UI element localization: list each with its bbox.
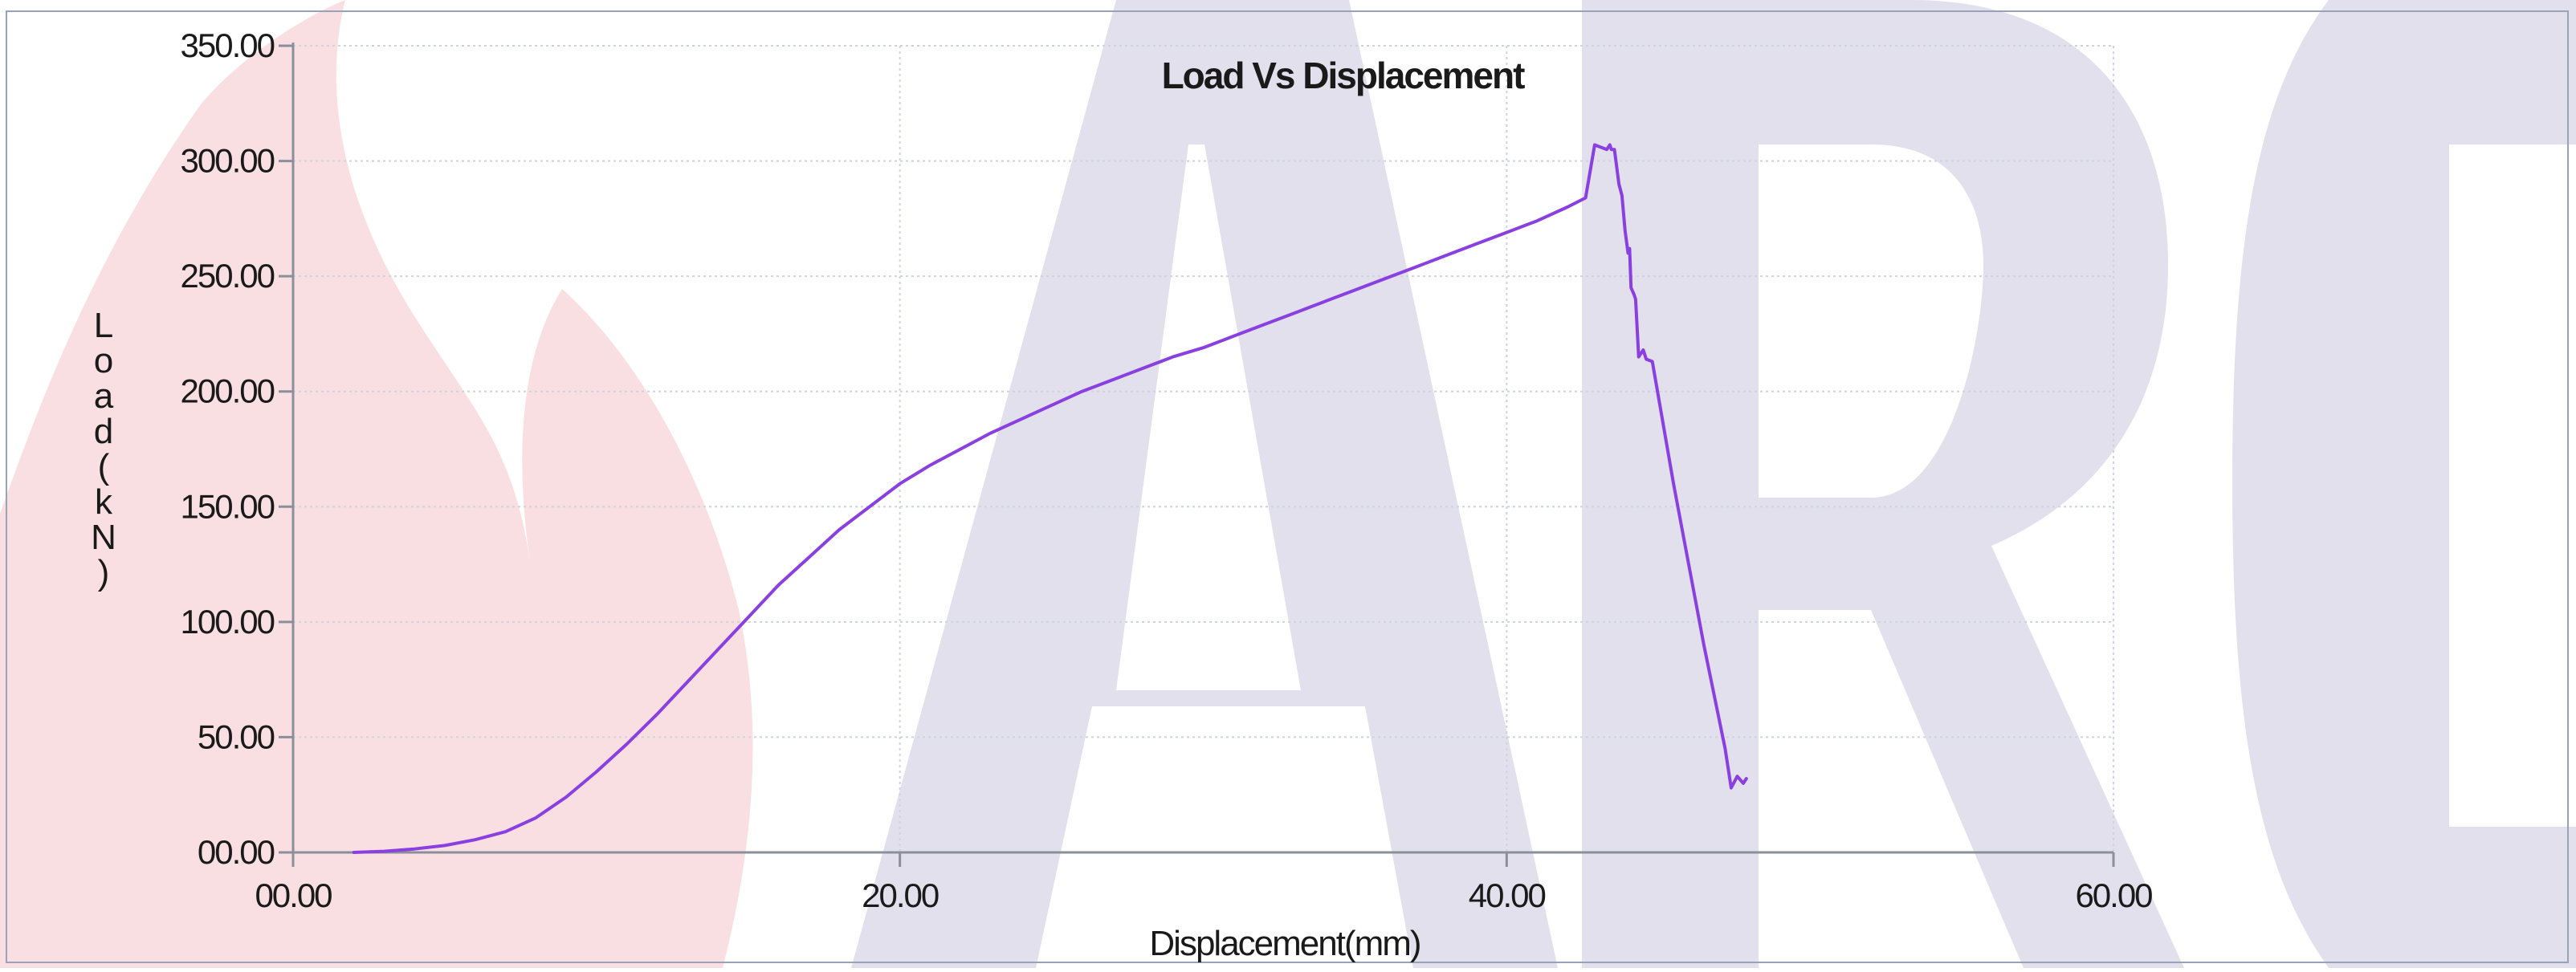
watermark-letter-c [2232,0,2576,968]
y-axis-title-char: ) [98,553,108,592]
y-axis-title-char: d [94,412,112,451]
x-axis-title: Displacement(mm) [1149,924,1420,963]
y-tick-label: 300.00 [181,142,275,180]
y-axis-title-char: k [95,482,113,522]
y-tick-label: 200.00 [181,372,275,410]
chart-title: Load Vs Displacement [1162,55,1525,96]
y-axis-title-char: L [94,306,113,345]
x-tick-label: 40.00 [1469,876,1546,914]
x-tick-label: 20.00 [862,876,939,914]
series-layer [352,143,1748,854]
flame-logo-watermark [0,0,753,968]
y-tick-label: 00.00 [198,833,275,871]
watermark-letter-r [1582,0,2184,968]
x-tick-label: 60.00 [2075,876,2152,914]
series-line [352,143,1748,854]
y-axis-title-char: N [91,518,115,557]
y-tick-label: 100.00 [181,603,275,641]
axes [279,43,2115,867]
y-axis-title: Load(kN) [91,306,116,592]
watermark-letter-a [851,0,1558,968]
y-tick-label: 150.00 [181,487,275,525]
chart-frame [6,10,2569,963]
y-axis-title-char: a [94,376,114,416]
y-tick-label: 350.00 [181,26,275,64]
x-tick-label: 00.00 [255,876,332,914]
tick-labels: 00.00 50.00 100.00 150.00 200.00 250.00 300.00… [181,26,2154,914]
y-axis-title-char: o [94,341,112,380]
y-tick-label: 250.00 [181,257,275,295]
y-tick-label: 50.00 [198,718,275,755]
